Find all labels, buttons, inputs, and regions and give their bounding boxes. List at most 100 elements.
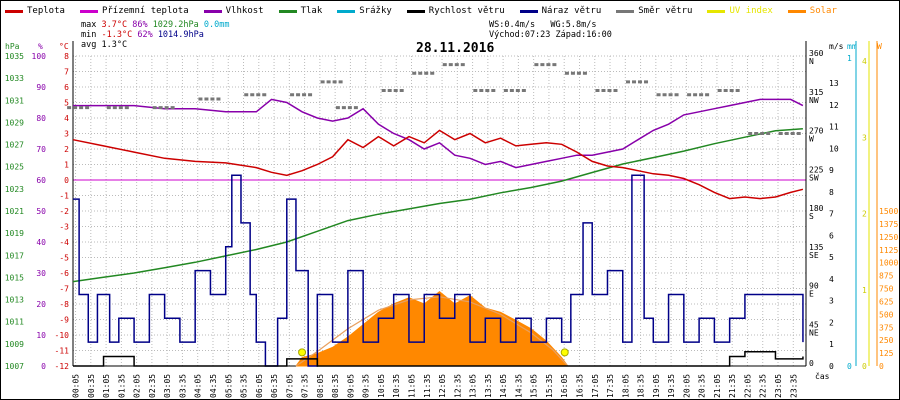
wind-tick: 13 [829,79,839,88]
temp-tick: -2 [59,207,69,216]
wind-tick: 10 [829,144,839,153]
legend-label: Tlak [300,6,323,16]
temp-unit: °C [59,42,69,51]
humidity-tick: 20 [36,300,46,309]
chart-title: 28.11.2016 [416,41,495,56]
x-tick-label: 17:05 [591,374,600,398]
gust-line [73,174,804,367]
solar-tick: 625 [879,297,894,306]
x-tick-label: 11:35 [423,374,432,398]
wind-tick: 0 [829,362,834,371]
temp-tick: 2 [64,145,69,154]
temp-tick: -4 [59,238,69,247]
x-tick-label: 09:35 [362,374,371,398]
legend-item: Přízemní teplota [79,4,189,18]
x-tick-label: 16:05 [560,374,569,398]
legend-label: Směr větru [638,6,693,16]
legend-swatch [406,9,425,13]
pressure-tick: 1019 [5,229,24,238]
solar-tick: 500 [879,310,894,319]
humidity-tick: 90 [36,83,46,92]
legend-swatch [707,9,726,13]
legend-label: Srážky [359,6,392,16]
x-tick-label: 15:35 [545,374,554,398]
legend-swatch [79,9,98,13]
x-tick-label: 21:05 [713,374,722,398]
x-tick-label: 04:05 [194,374,203,398]
uv-point [298,348,307,357]
temp-tick: 1 [64,161,69,170]
direction-tick: 90 [809,282,819,291]
wind-speed-line [73,350,804,367]
pressure-tick: 1013 [5,296,24,305]
legend-item: Rychlost větru [406,4,505,18]
temp-tick: 4 [64,114,69,123]
wind-tick: 8 [829,188,834,197]
x-tick-label: 02:35 [148,374,157,398]
legend-swatch [616,9,635,13]
legend-item: Vlhkost [203,4,264,18]
x-tick-label: 23:35 [789,374,798,398]
humidity-tick: 80 [36,114,46,123]
sunset-value: Západ:16:00 [555,30,612,40]
pressure-tick: 1017 [5,251,24,260]
x-tick-label: 03:35 [178,374,187,398]
temp-tick: 6 [64,83,69,92]
ws-value: WS:0.4m/s [489,20,536,30]
temp-tick: -7 [59,285,69,294]
solar-tick: 1000 [879,259,898,268]
legend-swatch [278,9,297,13]
x-tick-label: 01:35 [117,374,126,398]
x-axis-label: čas [815,371,830,381]
temp-tick: -9 [59,316,69,325]
direction-tick-label: W [809,135,814,144]
x-tick-label: 11:05 [408,374,417,398]
temperature-line [72,129,804,200]
solar-tick: 1500 [879,207,898,216]
x-tick-label: 21:35 [728,374,737,398]
temp-tick: 0 [64,176,69,185]
direction-tick: 135 [809,243,824,252]
uv-tick: 4 [862,57,867,66]
x-tick-label: 14:35 [514,374,523,398]
legend-label: Přízemní teplota [101,6,189,16]
wind-tick: 2 [829,318,834,327]
x-tick-label: 07:35 [301,374,310,398]
humidity-tick: 50 [36,207,46,216]
pressure-tick: 1029 [5,118,24,127]
x-tick-label: 10:05 [377,374,386,398]
x-tick-label: 20:35 [698,374,707,398]
x-tick-label: 00:05 [72,374,81,398]
solar-tick: 875 [879,272,894,281]
wg-value: WG:5.8m/s [550,20,597,30]
x-tick-label: 20:05 [682,374,691,398]
x-tick-label: 05:05 [224,374,233,398]
wind-tick: 7 [829,210,834,219]
wind-tick: 12 [829,101,839,110]
legend-swatch [787,9,806,13]
temp-tick: -3 [59,223,69,232]
direction-tick-label: N [809,57,814,66]
humidity-unit: % [38,42,43,51]
direction-tick: 180 [809,204,824,213]
legend-label: Náraz větru [541,6,602,16]
stats-max: max 3.7°C 86% 1029.2hPa 0.0mm [81,20,230,30]
stats-block: max 3.7°C 86% 1029.2hPa 0.0mm min -1.3°C… [81,20,229,50]
direction-tick: 45 [809,320,819,329]
solar-tick: 375 [879,323,894,332]
pressure-tick: 1015 [5,273,24,282]
solar-tick: 0 [879,362,884,371]
x-tick-label: 15:05 [530,374,539,398]
uv-tick: 3 [862,133,867,142]
sunrise-value: Východ:07:23 [489,30,551,40]
legend-swatch [519,9,538,13]
x-tick-label: 13:05 [469,374,478,398]
x-tick-label: 18:05 [621,374,630,398]
legend-swatch [337,9,356,13]
legend-item: Směr větru [616,4,692,18]
stats-min: min -1.3°C 62% 1014.9hPa [81,30,204,40]
temp-tick: 7 [64,68,69,77]
wind-tick: 9 [829,166,834,175]
humidity-tick: 60 [36,176,46,185]
wind-unit: m/s [829,42,844,51]
